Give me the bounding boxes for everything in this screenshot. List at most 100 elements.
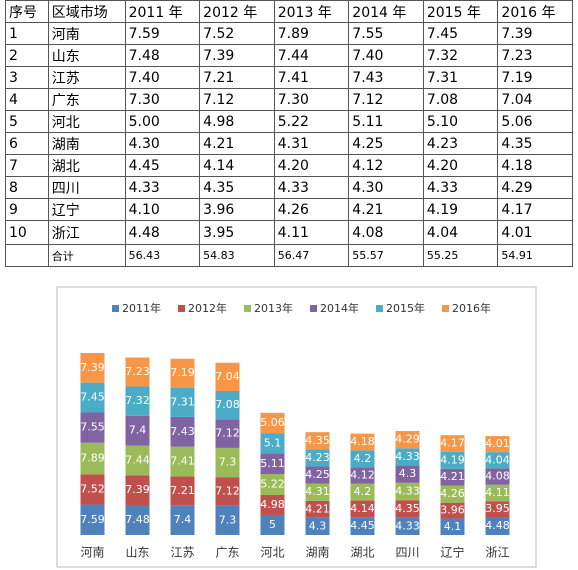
- bar-segment: [440, 468, 465, 486]
- data-table: 序号 区域市场 2011 年 2012 年 2013 年 2014 年 2015 年 2016…: [5, 0, 573, 267]
- bar-segment: [215, 477, 240, 506]
- data-label: 7.45: [80, 391, 105, 404]
- bar-segment: [170, 387, 195, 417]
- bar-segment: [305, 432, 330, 450]
- bar-segment: [125, 445, 150, 476]
- data-label: 4.01: [485, 437, 510, 450]
- data-label: 4.31: [305, 485, 330, 498]
- data-label: 7.43: [170, 425, 195, 438]
- table-cell: 3.95: [199, 220, 275, 245]
- legend-label: 2015年: [386, 301, 425, 315]
- x-tick-label: 辽宁: [440, 545, 464, 560]
- data-label: 5: [269, 518, 276, 531]
- table-cell: 4.17: [497, 198, 573, 221]
- table-cell: 7.39: [497, 22, 573, 45]
- data-label: 4.21: [440, 470, 465, 483]
- data-label: 4.18: [350, 435, 375, 448]
- bar-segment: [305, 483, 330, 501]
- data-label: 4.3: [399, 467, 417, 480]
- bar-segment: [260, 412, 285, 434]
- x-tick-label: 山东: [125, 546, 149, 560]
- data-label: 4.1: [444, 520, 462, 533]
- bar-segment: [215, 362, 240, 391]
- data-label: 4.98: [260, 498, 285, 511]
- bar-segment: [260, 514, 285, 535]
- bar-segment: [485, 517, 510, 535]
- header-row: 序号 区域市场 2011 年 2012 年 2013 年 2014 年 2015 年 2016…: [5, 0, 573, 23]
- table-cell: 4.14: [199, 154, 275, 177]
- table-cell: 4.48: [124, 220, 201, 245]
- legend-swatch: [244, 305, 251, 312]
- data-label: 7.52: [80, 482, 105, 495]
- total-cell: 56.47: [273, 244, 350, 267]
- bar-segment: [350, 433, 375, 451]
- x-tick-label: 湖南: [305, 545, 329, 560]
- bar-segment: [80, 442, 105, 475]
- bar-segment: [215, 390, 240, 420]
- data-label: 4.08: [485, 470, 510, 483]
- data-label: 7.08: [215, 398, 240, 411]
- bar-segment: [440, 518, 465, 535]
- bar-segment: [350, 450, 375, 468]
- data-label: 4.35: [305, 434, 330, 447]
- data-label: 5.22: [260, 478, 285, 491]
- data-label: 4.33: [395, 450, 420, 463]
- data-label: 7.12: [215, 484, 240, 497]
- data-label: 7.59: [80, 513, 105, 526]
- total-cell: 55.57: [348, 244, 424, 267]
- total-cell: 55.25: [422, 244, 499, 267]
- data-label: 5.1: [264, 436, 282, 449]
- data-label: 7.39: [80, 361, 105, 374]
- x-tick-label: 广东: [215, 546, 239, 560]
- data-label: 4.35: [395, 502, 420, 515]
- bar-segment: [125, 475, 150, 506]
- bar-segment: [260, 433, 285, 454]
- data-label: 7.3: [219, 513, 237, 526]
- bar-segment: [125, 415, 150, 446]
- bar-segment: [80, 353, 105, 383]
- bar-segment: [350, 467, 375, 484]
- data-label: 7.4: [129, 424, 147, 437]
- bar-segment: [395, 517, 420, 535]
- x-tick-label: 江苏: [170, 546, 194, 560]
- table-cell: 4.04: [422, 220, 499, 245]
- table-cell: 4.12: [348, 154, 424, 177]
- data-label: 7.41: [170, 455, 195, 468]
- table-cell: 7.31: [422, 66, 499, 89]
- legend-label: 2012年: [188, 301, 227, 315]
- table-cell: 5.10: [422, 110, 499, 133]
- table-cell: 4.35: [497, 132, 573, 155]
- table-cell: 7.44: [273, 44, 350, 67]
- header-cell: 2013 年: [273, 0, 350, 23]
- bar-segment: [485, 501, 510, 518]
- table-cell: 7.32: [422, 44, 499, 67]
- table-row: 2 山东 7.48 7.39 7.44 7.40 7.32 7.23: [5, 44, 573, 67]
- data-label: 4.26: [440, 487, 465, 500]
- legend-label: 2014年: [320, 301, 359, 315]
- data-label: 5.06: [260, 416, 285, 429]
- bar-segment: [440, 451, 465, 469]
- bar-segment: [125, 386, 150, 416]
- bar-segment: [395, 448, 420, 466]
- bar-segment: [485, 452, 510, 469]
- bar-segment: [395, 465, 420, 483]
- table-row: 6 湖南 4.30 4.21 4.31 4.25 4.23 4.35: [5, 132, 573, 155]
- bar-segment: [395, 482, 420, 501]
- table-cell: 4.33: [422, 176, 499, 199]
- data-label: 4.21: [305, 502, 330, 515]
- bar-segment: [350, 500, 375, 518]
- bar-segment: [305, 517, 330, 535]
- bar-segment: [125, 357, 150, 387]
- data-label: 7.55: [80, 421, 105, 434]
- table-cell: 四川: [47, 176, 126, 199]
- data-label: 5.11: [260, 457, 285, 470]
- x-tick-label: 浙江: [485, 546, 509, 560]
- data-label: 7.4: [174, 513, 192, 526]
- bar-segment: [80, 382, 105, 413]
- table-cell: 7.23: [497, 44, 573, 67]
- data-label: 7.39: [125, 483, 150, 496]
- bar-segment: [170, 416, 195, 447]
- bar-segment: [260, 474, 285, 495]
